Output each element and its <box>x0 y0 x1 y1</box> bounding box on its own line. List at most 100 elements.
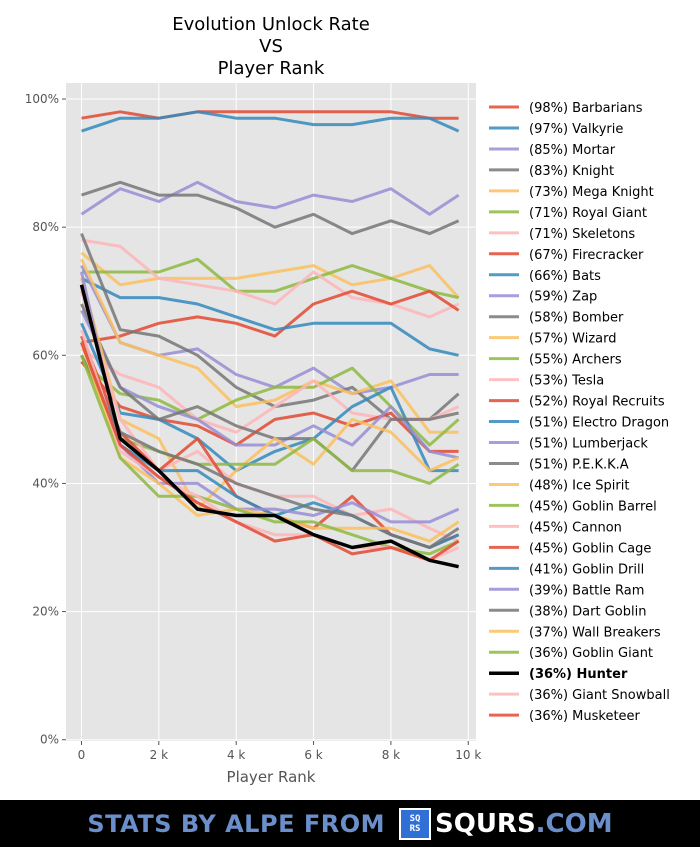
legend-item: (51%) Electro Dragon <box>489 416 669 431</box>
legend-label: (51%) P.E.K.K.A <box>529 457 629 472</box>
legend-label: (71%) Skeletons <box>529 227 635 242</box>
legend-label: (51%) Lumberjack <box>529 437 648 452</box>
legend-item: (52%) Royal Recruits <box>489 395 665 410</box>
legend-label: (45%) Goblin Barrel <box>529 499 657 514</box>
series-line-skeletons <box>81 238 460 319</box>
logo-line-1: SQ <box>409 813 421 824</box>
legend-label: (53%) Tesla <box>529 374 604 389</box>
footer-text: STATS BY ALPE FROM <box>87 809 385 838</box>
legend-item: (39%) Battle Ram <box>489 583 644 598</box>
x-tick-label: 2 k <box>150 748 168 762</box>
legend-item: (71%) Royal Giant <box>489 206 647 221</box>
legend-item: (36%) Giant Snowball <box>489 688 670 703</box>
chart-title-line-2: VS <box>259 36 283 57</box>
legend-item: (98%) Barbarians <box>489 101 643 116</box>
x-tick-label: 6 k <box>304 748 322 762</box>
series-line-goblin-barrel <box>80 354 460 485</box>
axis-ticks: 0 2 k 4 k 6 k 8 k 10 k 0% 20% 40% 60% 80% 100% <box>25 92 482 762</box>
brand-text: SQURS <box>434 808 536 839</box>
chart: Evolution Unlock Rate VS Player Rank 0 2 … <box>25 14 670 786</box>
legend-item: (36%) Musketeer <box>489 709 641 724</box>
y-tick-label: 100% <box>25 92 59 106</box>
series-line-ice-spirit <box>80 278 460 511</box>
series-line-knight <box>81 180 460 236</box>
legend-item: (53%) Tesla <box>489 374 604 389</box>
legend-item: (36%) Hunter <box>489 667 628 682</box>
x-tick-label: 10 k <box>455 748 481 762</box>
legend-item: (45%) Goblin Barrel <box>489 499 657 514</box>
legend-label: (45%) Goblin Cage <box>529 541 651 556</box>
y-tick-label: 60% <box>32 348 59 362</box>
series-line-hunter <box>79 284 459 569</box>
legend-label: (38%) Dart Goblin <box>529 604 646 619</box>
legend-label: (71%) Royal Giant <box>529 206 647 221</box>
series-line-battle-ram <box>80 271 460 524</box>
legend-label: (36%) Goblin Giant <box>529 646 653 661</box>
series-line-electro-dragon <box>80 322 459 473</box>
legend-item: (51%) P.E.K.K.A <box>489 457 629 472</box>
legend-item: (85%) Mortar <box>489 143 616 158</box>
legend-label: (39%) Battle Ram <box>529 583 644 598</box>
legend-item: (57%) Wizard <box>489 332 617 347</box>
legend-label: (52%) Royal Recruits <box>529 395 665 410</box>
series-line-firecracker <box>81 289 460 344</box>
legend-label: (45%) Cannon <box>529 520 622 535</box>
series-line-mega-knight <box>80 251 460 299</box>
x-axis-label: Player Rank <box>227 768 316 786</box>
series-line-wizard <box>80 258 459 434</box>
legend-label: (66%) Bats <box>529 269 601 284</box>
legend-item: (58%) Bomber <box>489 311 624 326</box>
x-tick-label: 8 k <box>382 748 400 762</box>
legend-label: (51%) Electro Dragon <box>529 416 669 431</box>
logo-line-2: RS <box>409 823 421 834</box>
brand-name: SQURS.COM <box>435 809 613 839</box>
legend-item: (55%) Archers <box>489 353 622 368</box>
series-line-dart-goblin <box>80 354 460 549</box>
legend-label: (58%) Bomber <box>529 311 624 326</box>
legend-label: (85%) Mortar <box>529 143 616 158</box>
legend-label: (48%) Ice Spirit <box>529 478 629 493</box>
series-line-mortar <box>80 180 460 216</box>
legend-label: (59%) Zap <box>529 290 597 305</box>
footer-banner: STATS BY ALPE FROM SQ RS SQURS.COM <box>0 800 700 847</box>
legend-item: (83%) Knight <box>489 164 614 179</box>
series-lines <box>79 110 460 569</box>
series-line-royal-giant <box>81 257 459 300</box>
legend-label: (67%) Firecracker <box>529 248 644 263</box>
series-line-royal-recruits <box>80 360 459 453</box>
legend-label: (37%) Wall Breakers <box>529 625 661 640</box>
legend-label: (41%) Goblin Drill <box>529 562 644 577</box>
y-tick-label: 0% <box>40 733 59 747</box>
y-tick-label: 40% <box>32 476 59 490</box>
legend: (98%) Barbarians (97%) Valkyrie (85%) Mort… <box>489 101 670 724</box>
squrs-logo: SQ RS SQURS.COM <box>398 807 613 840</box>
legend-label: (97%) Valkyrie <box>529 122 623 137</box>
legend-label: (36%) Giant Snowball <box>529 688 670 703</box>
legend-item: (36%) Goblin Giant <box>489 646 653 661</box>
legend-item: (38%) Dart Goblin <box>489 604 646 619</box>
x-tick-label: 4 k <box>227 748 245 762</box>
brand-domain: .COM <box>535 808 613 839</box>
legend-label: (36%) Hunter <box>529 667 628 682</box>
series-line-lumberjack <box>80 309 459 460</box>
legend-item: (66%) Bats <box>489 269 601 284</box>
y-tick-label: 20% <box>32 605 59 619</box>
legend-label: (36%) Musketeer <box>529 709 641 724</box>
squrs-logo-icon: SQ RS <box>398 807 431 840</box>
legend-item: (48%) Ice Spirit <box>489 478 629 493</box>
legend-item: (45%) Goblin Cage <box>489 541 651 556</box>
legend-label: (57%) Wizard <box>529 332 617 347</box>
x-tick-label: 0 <box>78 748 86 762</box>
legend-label: (73%) Mega Knight <box>529 185 654 200</box>
legend-label: (83%) Knight <box>529 164 614 179</box>
legend-item: (71%) Skeletons <box>489 227 635 242</box>
legend-item: (67%) Firecracker <box>489 248 644 263</box>
series-line-bats <box>80 277 459 357</box>
series-line-musketeer <box>80 341 460 562</box>
chart-title-line-3: Player Rank <box>218 58 325 79</box>
legend-item: (97%) Valkyrie <box>489 122 623 137</box>
y-tick-label: 80% <box>32 220 59 234</box>
series-line-goblin-giant <box>80 354 460 556</box>
series-line-valkyrie <box>81 110 460 133</box>
legend-item: (59%) Zap <box>489 290 597 305</box>
